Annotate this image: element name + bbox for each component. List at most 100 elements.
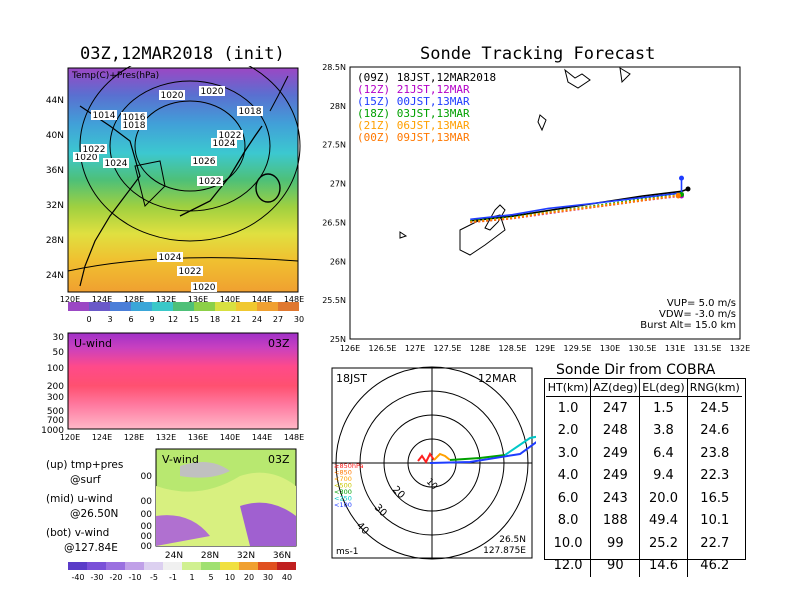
v-wind-x-label: 32N: [237, 551, 255, 561]
u-wind-y-label: 1000: [41, 426, 64, 436]
legend-line: @surf: [70, 474, 101, 486]
hodo-100: [429, 441, 536, 464]
hodo-250: [504, 435, 536, 456]
island-kyushu-south: [564, 68, 591, 89]
lon-tick-label: 120E: [60, 295, 80, 304]
forecast-x-label: 126E: [340, 344, 360, 353]
table-cell: 2.0: [557, 423, 579, 439]
v-wind-y-label: 100: [140, 472, 152, 482]
forecast-title: Sonde Tracking Forecast: [420, 44, 656, 64]
table-cell: 4.0: [557, 468, 579, 484]
forecast-x-label: 127.5E: [434, 344, 462, 353]
temp-colorbar-label: 21: [231, 315, 241, 324]
isobar-label: 1020: [201, 87, 224, 97]
lon-tick-label: 148E: [284, 295, 304, 304]
table-cell: 6.4: [639, 442, 688, 465]
table-row: 12.0 90 14.6 46.2: [546, 554, 742, 577]
forecast-y-label: 26N: [330, 257, 346, 266]
table-cell: 248: [590, 419, 640, 442]
wind-colorbar-cell: [87, 562, 106, 570]
lat-tick-label: 28N: [46, 236, 64, 246]
map-label: Temp(C)+Pres(hPa): [71, 71, 159, 81]
temp-colorbar-label: 6: [128, 315, 133, 324]
temp-colorbar-label: 15: [189, 315, 199, 324]
u-wind-x-label: 144E: [252, 433, 272, 442]
table-cell: 188: [590, 509, 640, 532]
table-cell: 1.5: [639, 396, 688, 420]
table-cell: 1.0: [557, 400, 579, 416]
legend-18z: (18Z) 03JST,13MAR: [357, 107, 470, 120]
wind-colorbar-cell: [68, 562, 87, 570]
v-wind-label: V-wind: [162, 453, 199, 466]
table-row: 3.0 249 6.4 23.8: [546, 442, 742, 465]
table-cell: 49.4: [639, 509, 688, 532]
lat-tick-label: 36N: [46, 166, 64, 176]
table-cell: 8.0: [557, 513, 579, 529]
u-wind-x-label: 120E: [60, 433, 80, 442]
polar-plot: 18JST 12MAR ms-1 26.5N 127.875E 10 20 30…: [331, 366, 536, 560]
forecast-y-label: 27N: [330, 180, 346, 189]
u-wind-x-label: 132E: [156, 433, 176, 442]
temperature-colorbar: [68, 302, 299, 311]
polar-lon: 127.875E: [483, 546, 526, 556]
legend-00z: (00Z) 09JST,13MAR: [357, 131, 470, 144]
u-wind-y-label: 200: [47, 382, 64, 392]
table-row: 8.0 188 49.4 10.1: [546, 509, 742, 532]
polar-date: 12MAR: [478, 372, 517, 385]
forecast-y-label: 27.5N: [322, 141, 346, 150]
forecast-y-label: 25.5N: [322, 296, 346, 305]
u-wind-y-label: 100: [47, 364, 64, 374]
table-header: EL(deg): [639, 379, 688, 397]
lat-tick-label: 32N: [46, 201, 64, 211]
v-wind-y-label: 700: [140, 532, 152, 542]
table-row: 4.0 249 9.4 22.3: [546, 464, 742, 487]
v-wind-x-label: 24N: [165, 551, 183, 561]
u-wind-y-label: 50: [53, 348, 65, 358]
wind-colorbar-label: -40: [71, 573, 84, 582]
pressure-legend-item: <500: [334, 482, 352, 490]
u-wind-y-label: 500: [47, 407, 64, 417]
table-cell: 20.0: [639, 487, 688, 510]
lon-tick-label: 136E: [188, 295, 208, 304]
isobar-label: 1014: [93, 111, 116, 121]
table-cell: 3.0: [557, 445, 579, 461]
polar-lat: 26.5N: [499, 535, 526, 545]
table-cell: 9.4: [639, 464, 688, 487]
pressure-legend-item: <100: [334, 501, 352, 509]
wind-colorbar-cell: [106, 562, 125, 570]
isobar-label: 1018: [239, 107, 262, 117]
table-cell: 14.6: [639, 554, 688, 577]
forecast-chart: 126E 126.5E 127E 127.5E 128E 128.5E 129E 129.5E…: [322, 63, 750, 353]
wind-colorbar-label: 10: [225, 573, 235, 582]
forecast-x-label: 131E: [665, 344, 685, 353]
u-wind-x-label: 128E: [124, 433, 144, 442]
temp-colorbar-label: 9: [149, 315, 154, 324]
forecast-x-label: 129E: [535, 344, 555, 353]
legend-line: (mid) u-wind: [46, 493, 113, 505]
temp-colorbar-label: 30: [294, 315, 304, 324]
wind-colorbar-cell: [182, 562, 201, 570]
forecast-y-label: 26.5N: [322, 218, 346, 227]
panel-legend: (up) tmp+pres @surf (mid) u-wind @26.50N…: [46, 458, 123, 556]
v-wind-y-label: 1000: [140, 542, 152, 552]
table-header: AZ(deg): [590, 379, 640, 397]
wind-colorbar-label: 30: [263, 573, 273, 582]
table-cell: 24.5: [686, 396, 742, 420]
v-wind-y-label: 300: [140, 510, 152, 520]
table-header: RNG(km): [686, 379, 742, 397]
table-cell: 16.5: [686, 487, 742, 510]
wind-colorbar-label: -30: [90, 573, 103, 582]
isobar-label: 1022: [199, 177, 222, 187]
v-wind-time: 03Z: [268, 453, 290, 466]
legend-21z: (21Z) 06JST,13MAR: [357, 119, 470, 132]
table-cell: 249: [590, 442, 640, 465]
china-coast: [79, 105, 141, 287]
pressure-legend-item: <700: [334, 475, 352, 483]
isobar: [109, 80, 271, 212]
wind-colorbar-cell: [201, 562, 220, 570]
v-wind-x-label: 28N: [201, 551, 219, 561]
wind-colorbar-label: 40: [282, 573, 292, 582]
kuril-coast: [269, 75, 289, 112]
forecast-params: VUP= 5.0 m/s VDW= -3.0 m/s Burst Alt= 15…: [640, 298, 736, 331]
legend-line: (bot) v-wind: [46, 527, 110, 539]
